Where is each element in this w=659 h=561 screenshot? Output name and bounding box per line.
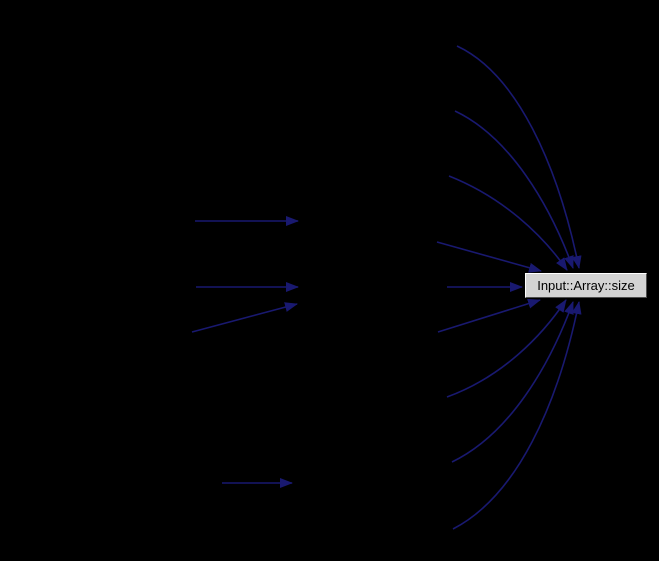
edge-caller-diag-bottom [437, 298, 541, 333]
node-label: Input::Array::size [537, 278, 635, 293]
edge-caller-curve-bottom-3 [452, 301, 582, 530]
edge-caller-curve-bottom-1 [446, 299, 567, 398]
edge-caller-diag-top [436, 241, 542, 273]
edge-caller-curve-top-1 [456, 45, 582, 269]
node-input-array-size[interactable]: Input::Array::size [525, 273, 647, 298]
edge-caller-curve-top-3 [448, 175, 568, 271]
edge-left-arrow-3 [191, 302, 298, 333]
edge-caller-curve-bottom-2 [451, 301, 574, 463]
edge-caller-curve-top-2 [454, 110, 574, 269]
